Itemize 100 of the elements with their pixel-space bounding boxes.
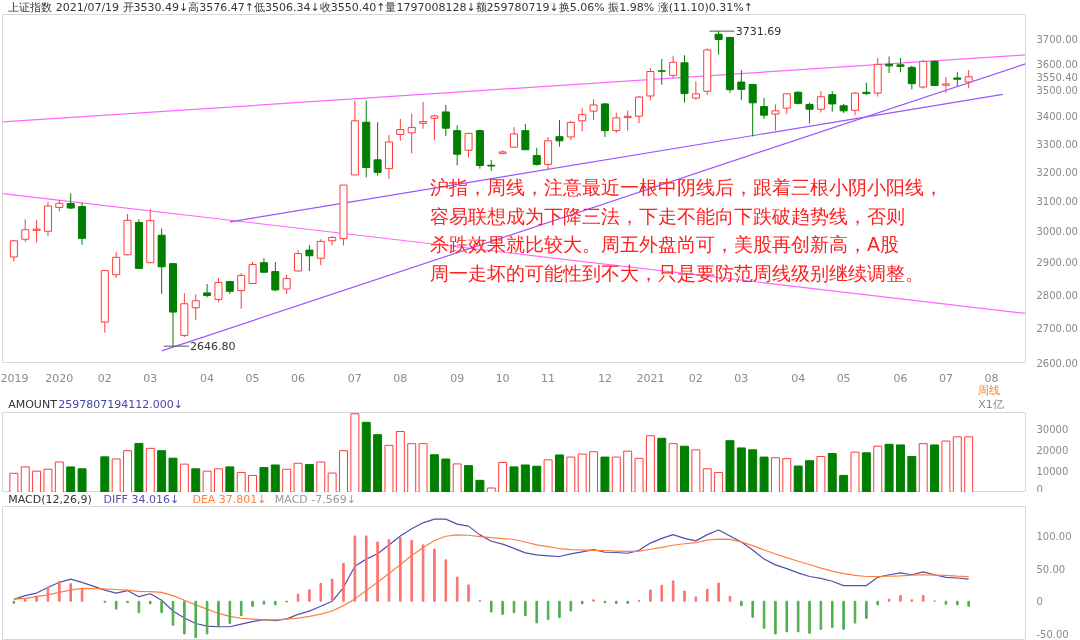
candlestick [453, 124, 462, 167]
y-tick-label: 30000 [1036, 423, 1069, 435]
line-series [13, 534, 970, 621]
candlestick [430, 114, 439, 141]
bar [270, 464, 280, 492]
candlestick [509, 126, 519, 149]
bar [907, 455, 917, 492]
bar [20, 466, 30, 492]
candlestick [691, 80, 700, 101]
bar [634, 457, 644, 492]
bar [327, 472, 337, 492]
y-tick-label: 3700.00 [1036, 33, 1078, 45]
bar [702, 468, 712, 492]
bar [566, 456, 576, 492]
y-tick-label: 100.00 [1036, 530, 1072, 542]
x-axis-title: 周线 [978, 384, 1001, 397]
x-tick-label: 2019 [0, 371, 29, 385]
candlestick [737, 69, 746, 101]
bar [918, 443, 928, 492]
y-tick-label: 3200.00 [1036, 167, 1078, 179]
bar [361, 421, 371, 492]
bar [645, 435, 655, 492]
candlestick [760, 97, 769, 120]
bar [873, 445, 883, 492]
bar [884, 443, 894, 492]
candlestick [578, 107, 587, 132]
x-tick-label: 12 [597, 371, 612, 385]
x-tick-label: 11 [541, 371, 556, 385]
bar [600, 456, 610, 492]
candlestick [373, 121, 382, 177]
bar [827, 452, 837, 492]
y-tick-label: 20000 [1036, 444, 1069, 456]
bar [498, 461, 508, 492]
candlestick [112, 251, 121, 279]
candlestick [555, 119, 564, 148]
bar [202, 470, 212, 492]
candlestick [521, 123, 530, 151]
bar [282, 468, 292, 492]
y-tick-label: 0 [1036, 483, 1043, 495]
candlestick [657, 58, 666, 86]
chart-title: MACD(12,26,9) [8, 493, 92, 506]
chart-subtitle: 2597807194112.000↓ [58, 398, 184, 411]
candlestick [907, 65, 916, 90]
bar [611, 456, 621, 492]
bar [179, 463, 189, 492]
bar [395, 430, 405, 492]
bar [952, 436, 962, 492]
candlestick [203, 283, 212, 298]
bar [293, 462, 303, 492]
bar [407, 443, 417, 492]
bar [123, 450, 133, 492]
x-tick-label: 02 [688, 371, 703, 385]
x-tick-label: 10 [495, 371, 510, 385]
bar [54, 461, 64, 492]
candlestick [271, 261, 280, 292]
candlestick [589, 98, 598, 121]
candlestick [191, 294, 200, 321]
x-tick-label: 08 [393, 371, 408, 385]
annotation: 容易联想成为下降三法，下走不能向下跌破趋势线，否则 [430, 204, 906, 227]
x-tick-label: 05 [836, 371, 851, 385]
bar [839, 474, 849, 492]
bar [441, 458, 451, 492]
bar [111, 458, 121, 492]
candlestick [396, 118, 405, 142]
x-tick-label: 02 [97, 371, 112, 385]
bar [213, 468, 223, 492]
candlestick [282, 274, 291, 295]
bar [452, 463, 462, 492]
chart-title: 上证指数 2021/07/19 开3530.49↓高3576.47↑低3506.34↓收3550.40↑量1797008128↓额259780719↓换5.06% 振1.98% 涨(11.10)0.31%↑ [8, 1, 753, 14]
candlestick [566, 120, 575, 141]
bar [32, 470, 42, 492]
annotation: 3731.69 [735, 25, 782, 39]
candlestick [612, 112, 621, 134]
candlestick [669, 55, 678, 79]
bar [816, 455, 826, 492]
candlestick [419, 101, 428, 130]
bar [100, 456, 110, 492]
candlestick [885, 55, 894, 74]
bar [964, 436, 974, 492]
text: DIFF 34.016↓ [103, 493, 180, 506]
bar [350, 413, 360, 492]
x-tick-label: 03 [143, 371, 158, 385]
candlestick [816, 90, 825, 113]
y-tick-label: 2800.00 [1036, 289, 1078, 301]
y-tick-label: 0 [1036, 596, 1043, 608]
bar [43, 468, 53, 492]
bar [225, 466, 235, 492]
candlestick [635, 95, 644, 124]
bar [941, 440, 951, 492]
bar [691, 449, 701, 492]
candlestick [544, 136, 553, 170]
bar [316, 461, 326, 492]
candlestick [714, 30, 723, 56]
y-tick-label: 50.00 [1036, 563, 1066, 575]
y-tick-label: 3100.00 [1036, 196, 1078, 208]
y-tick-label: 3400.00 [1036, 111, 1078, 123]
y-tick-label: 3300.00 [1036, 138, 1078, 150]
candlestick [32, 219, 41, 243]
candlestick [407, 113, 416, 154]
bar [509, 466, 519, 492]
